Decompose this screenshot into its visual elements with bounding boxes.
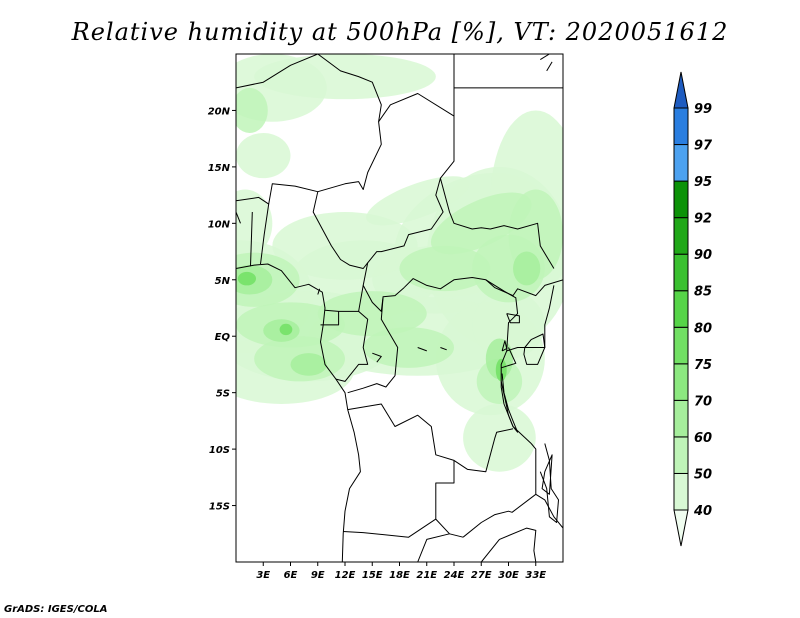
colorbar-level-label: 92 (694, 212, 712, 227)
coastlines-and-borders (236, 54, 563, 562)
lon-tick-label: 33E (525, 570, 546, 581)
border-line (535, 493, 563, 529)
colorbar-box (673, 217, 689, 255)
border-line (501, 340, 508, 352)
border-line (324, 285, 364, 312)
border-line (506, 285, 555, 352)
border-line (501, 347, 517, 369)
humidity-patch (317, 291, 427, 337)
lon-tick-label: 30E (498, 570, 519, 581)
colorbar-box (673, 399, 689, 438)
humidity-patch (476, 358, 523, 404)
border-line (236, 263, 361, 562)
lat-tick-label: 10N (208, 219, 231, 230)
border-line (372, 352, 382, 363)
border-line (439, 178, 555, 269)
lat-tick-label: 10S (209, 445, 230, 456)
lon-tick-label: 9E (311, 570, 325, 581)
lon-tick-label: 15E (362, 570, 383, 581)
colorbar-level-label: 99 (694, 102, 712, 117)
colorbar-level-label: 70 (694, 394, 712, 409)
colorbar-level-label: 80 (694, 321, 712, 336)
lon-tick-label: 27E (471, 570, 492, 581)
border-line (343, 518, 437, 538)
colorbar-box (673, 180, 689, 219)
border-line (317, 288, 321, 295)
humidity-patch (236, 87, 268, 134)
border-line (335, 311, 369, 382)
lat-tick-label: 20N (208, 106, 231, 117)
lat-tick-label: 5S (216, 389, 230, 400)
humidity-patch (279, 323, 293, 336)
border-line (462, 443, 537, 538)
lon-tick-label: 24E (444, 570, 465, 581)
latitude-axis: 20N 15N 10N 5N EQ 5S 10S 15S (208, 106, 236, 513)
colorbar-level-label: 75 (694, 358, 712, 373)
lat-tick-label: 15N (208, 163, 231, 174)
lon-tick-label: 18E (389, 570, 410, 581)
border-line (260, 204, 270, 265)
colorbar-bottom-triangle (673, 509, 689, 547)
lat-tick-label: EQ (215, 332, 231, 343)
border-line (523, 333, 546, 365)
colorbar-box (673, 326, 689, 365)
colorbar-level-label: 97 (694, 139, 713, 154)
colorbar: 40 50 60 70 75 80 85 90 92 95 97 99 (673, 71, 713, 547)
lon-tick-label: 3E (256, 570, 270, 581)
border-line (417, 533, 450, 562)
border-line (417, 347, 427, 352)
border-line (440, 347, 447, 351)
colorbar-level-label: 50 (694, 467, 712, 482)
border-line (453, 428, 514, 473)
lat-tick-label: 5N (215, 276, 231, 287)
humidity-patch (237, 271, 256, 286)
border-line (236, 211, 241, 224)
humidity-patch (290, 353, 327, 376)
humidity-field (236, 54, 563, 472)
lon-tick-label: 12E (335, 570, 356, 581)
colorbar-level-label: 60 (694, 431, 712, 446)
colorbar-level-label: 85 (694, 285, 712, 300)
border-line (236, 54, 382, 205)
colorbar-box (673, 253, 689, 292)
colorbar-level-label: 40 (693, 504, 712, 519)
colorbar-box (673, 290, 689, 328)
border-line (500, 373, 519, 433)
border-line (539, 443, 559, 523)
humidity-patch (513, 251, 541, 286)
colorbar-top-triangle (673, 71, 689, 109)
border-line (312, 191, 369, 269)
colorbar-box (673, 107, 689, 146)
humidity-patch (254, 54, 436, 100)
lon-tick-label: 6E (284, 570, 298, 581)
colorbar-level-label: 90 (694, 248, 712, 263)
border-line (546, 61, 553, 72)
map-title: Relative humidity at 500hPa [%], VT: 202… (71, 18, 729, 46)
grads-credit: GrADS: IGES/COLA (4, 604, 108, 615)
border-line (506, 313, 520, 324)
humidity-patch (463, 403, 536, 472)
colorbar-box (673, 363, 689, 401)
border-line (540, 54, 550, 61)
border-line (541, 454, 553, 495)
border-line (347, 296, 399, 394)
colorbar-box (673, 472, 689, 511)
humidity-patch (272, 212, 418, 280)
border-line (347, 403, 464, 538)
humidity-patch (430, 192, 532, 255)
border-line (250, 211, 253, 267)
longitude-axis: 3E 6E 9E 12E 15E 18E 21E 24E 27E 30E 33E (256, 562, 546, 581)
colorbar-level-label: 95 (694, 175, 712, 190)
colorbar-box (673, 436, 689, 474)
border-line (480, 527, 537, 562)
border-line (320, 311, 340, 326)
lat-tick-label: 15S (209, 502, 230, 513)
border-line (362, 93, 455, 312)
colorbar-box (673, 144, 689, 182)
lon-tick-label: 21E (416, 570, 437, 581)
humidity-patch (363, 327, 455, 368)
humidity-patch (236, 133, 291, 179)
humidity-patch (399, 245, 491, 292)
